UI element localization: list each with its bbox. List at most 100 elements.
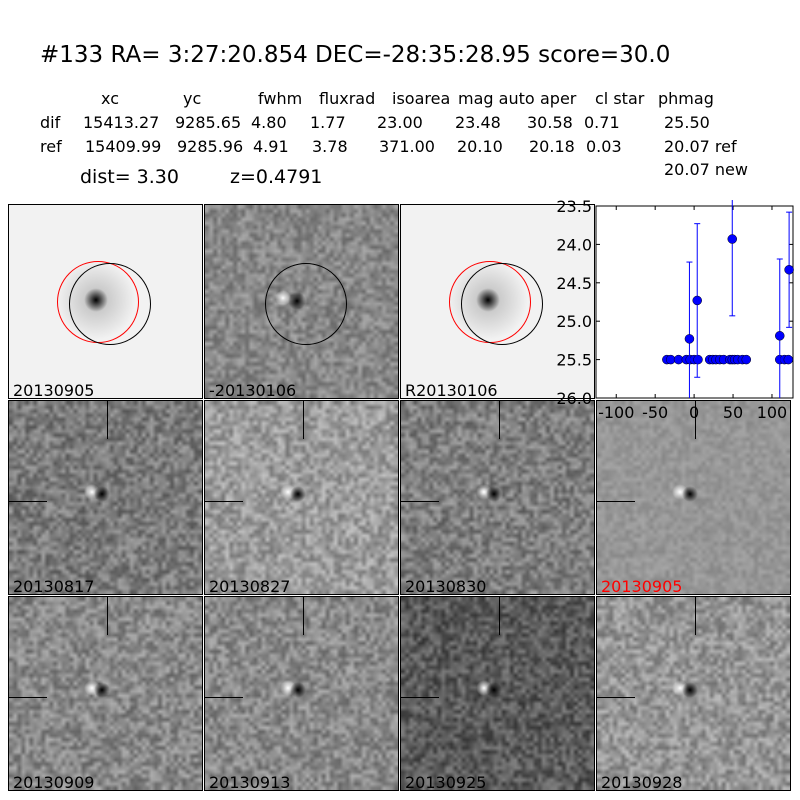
crosshair-tick [205,501,243,502]
redshift-value: z=0.4791 [230,166,323,188]
stamp-top-1[interactable]: -20130106 [204,204,399,399]
y-tick-label: 24.0 [556,235,592,254]
data-point [741,354,752,365]
stamp-date-label: 20130913 [209,773,291,791]
data-point [727,234,738,244]
ref-cell: 4.91 [253,137,289,156]
dif-cell: 30.58 [527,113,573,132]
negative-residual [94,682,110,698]
aperture-circle [265,263,347,345]
negative-residual [94,486,110,502]
stamp-epoch-3[interactable]: 20130905 [596,400,791,595]
ref-cell: 371.00 [379,137,435,156]
crosshair-tick [9,501,47,502]
data-point [693,354,703,365]
x-tick-label: 100 [757,403,788,422]
crosshair-tick [401,501,439,502]
negative-residual [290,682,306,698]
stamp-epoch-0[interactable]: 20130817 [8,400,203,595]
stamp-date-label: 20130905 [13,381,95,399]
x-tick-label: -50 [642,403,668,422]
stamp-date-label: 20130928 [601,773,683,791]
column-header: aper [540,89,577,108]
ref-cell: 20.18 [529,137,575,156]
column-header: cl star [595,89,645,108]
stamp-date-label: 20130925 [405,773,487,791]
ref-cell: 0.03 [586,137,622,156]
crosshair-tick [597,501,635,502]
crosshair-tick [695,597,696,635]
y-tick-label: 25.5 [556,351,592,370]
stamp-top-0[interactable]: 20130905 [8,204,203,399]
x-tick-label: -100 [598,403,634,422]
stamp-date-label: 20130905 [601,577,683,595]
dif-cell: 9285.65 [175,113,242,132]
phmag-new: 20.07 new [664,160,748,179]
row-label-ref: ref [40,137,62,156]
data-point [684,334,695,344]
y-tick-label: 24.5 [556,274,592,293]
crosshair-tick [499,597,500,635]
row-label-dif: dif [40,113,61,132]
ref-cell: 20.10 [457,137,503,156]
x-tick-label: 50 [723,403,743,422]
data-point [775,331,785,341]
negative-residual [682,682,698,698]
crosshair-tick [107,597,108,635]
stamp-date-label: 20130909 [13,773,95,791]
crosshair-tick [401,697,439,698]
column-header: fluxrad [319,89,376,108]
stamp-epoch-7[interactable]: 20130928 [596,596,791,791]
aperture-circle [461,263,543,345]
y-tick-label: 25.0 [556,312,592,331]
aperture-circle [69,263,151,345]
y-tick-label: 26.0 [556,389,592,408]
column-header: xc [101,89,119,108]
data-points [662,200,794,398]
ref-cell: 15409.99 [85,137,162,156]
crosshair-tick [597,697,635,698]
crosshair-tick [695,401,696,439]
dif-cell: 1.77 [310,113,346,132]
column-header: phmag [658,89,714,108]
y-tick-label: 23.5 [556,198,592,216]
page-title: #133 RA= 3:27:20.854 DEC=-28:35:28.95 sc… [40,42,671,68]
data-point [783,354,794,365]
crosshair-tick [107,401,108,439]
x-tick-label: 0 [689,403,699,422]
ref-cell: 3.78 [312,137,348,156]
ref-cell: 20.07 ref [664,137,737,156]
dif-cell: 4.80 [251,113,287,132]
stamp-epoch-6[interactable]: 20130925 [400,596,595,791]
ref-cell: 9285.96 [177,137,244,156]
dif-cell: 25.50 [664,113,710,132]
negative-residual [486,486,502,502]
dif-cell: 0.71 [584,113,620,132]
column-header: mag auto [458,89,535,108]
stamp-top-2[interactable]: R20130106 [400,204,595,399]
crosshair-tick [205,697,243,698]
negative-residual [486,682,502,698]
dif-cell: 23.00 [377,113,423,132]
stamp-epoch-2[interactable]: 20130830 [400,400,595,595]
crosshair-tick [303,401,304,439]
light-curve-chart: 23.5 24.0 24.5 25.0 25.5 26.0 -100 -50 0 50 100 [556,198,794,422]
stamp-epoch-4[interactable]: 20130909 [8,596,203,791]
stamp-date-label: -20130106 [209,381,297,399]
dif-cell: 23.48 [455,113,501,132]
crosshair-tick [499,401,500,439]
dist-value: dist= 3.30 [80,166,179,188]
negative-residual [290,486,306,502]
stamp-epoch-1[interactable]: 20130827 [204,400,399,595]
column-header: yc [183,89,202,108]
stamp-epoch-5[interactable]: 20130913 [204,596,399,791]
crosshair-tick [303,597,304,635]
column-header: isoarea [392,89,451,108]
stamp-date-label: R20130106 [405,381,498,399]
dif-cell: 15413.27 [83,113,160,132]
column-header: fwhm [258,89,303,108]
data-point [784,264,794,275]
crosshair-tick [9,697,47,698]
stamp-date-label: 20130817 [13,577,95,595]
stamp-date-label: 20130827 [209,577,291,595]
